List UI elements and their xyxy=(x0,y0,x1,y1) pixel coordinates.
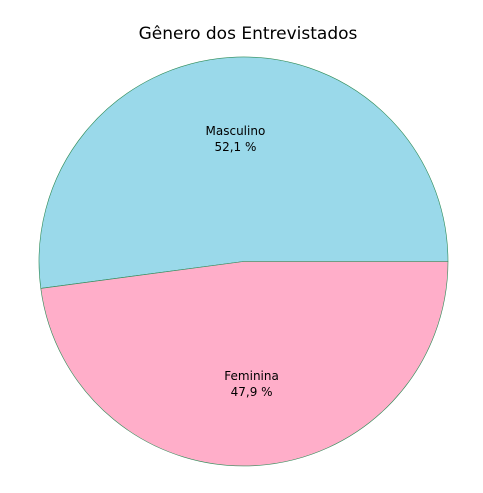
slice-value-label-masculino: 52,1 % xyxy=(214,140,256,154)
chart-title: Gênero dos Entrevistados xyxy=(139,24,358,44)
pie-slice-masculino xyxy=(38,56,449,289)
pie-labels: Masculino 52,1 % Feminina 47,9 % xyxy=(206,124,279,399)
slice-label-masculino: Masculino xyxy=(206,124,266,138)
slice-label-feminina: Feminina xyxy=(224,369,279,383)
pie-slices xyxy=(38,56,449,467)
pie-slice-feminina xyxy=(40,261,449,467)
slice-value-label-feminina: 47,9 % xyxy=(231,385,273,399)
